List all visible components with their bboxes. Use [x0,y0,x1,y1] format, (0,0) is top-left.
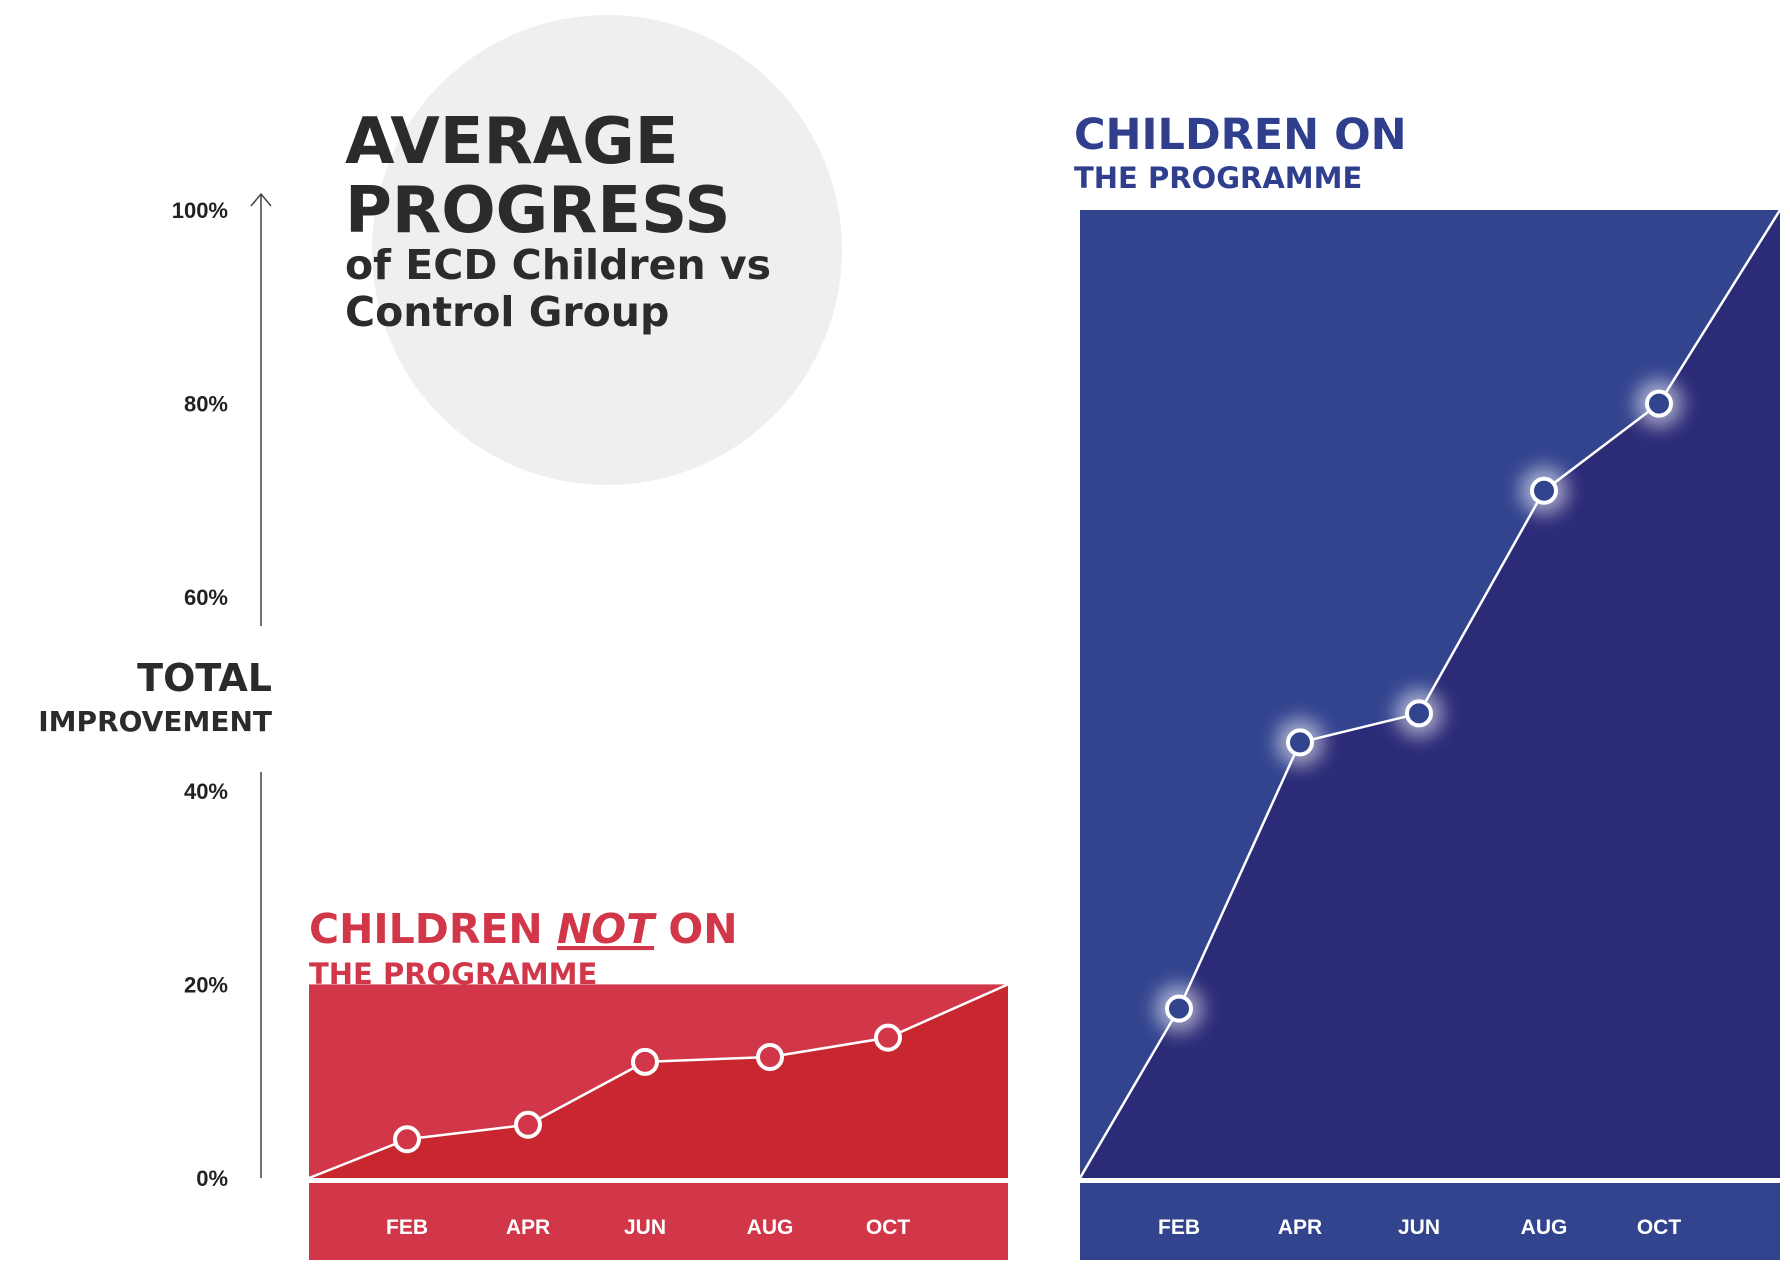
chart-control-group: CHILDREN NOT ON THE PROGRAMME FEB APR JUN A… [308,905,1009,1260]
title-background-circle [372,15,842,485]
programme-baseline-gap [1080,1178,1780,1183]
programme-data-point [1645,389,1673,418]
programme-month-strip [1080,1183,1780,1260]
title-line-3: of ECD Children vs [345,241,771,289]
programme-month-label: AUG [1521,1216,1568,1239]
control-data-point [514,1110,542,1139]
title-line-2: PROGRESS [345,174,730,248]
control-data-point [874,1023,902,1052]
programme-month-label: APR [1278,1216,1322,1239]
y-axis: 0% 20% 40% 60% 80% 100% TOTAL IMPROVEMENT [38,192,272,1191]
control-data-point [756,1043,784,1071]
programme-month-label: JUN [1398,1216,1440,1239]
chart-programme-group: CHILDREN ON THE PROGRAMME FEB APR JUN AUG OC… [1074,110,1782,1260]
y-axis-label-main: TOTAL [137,656,272,700]
programme-title-line-1: CHILDREN ON [1074,110,1407,160]
control-month-strip [309,1183,1008,1260]
control-title-emphasis: NOT [557,905,657,953]
control-month-label: APR [506,1216,550,1239]
title-line-4: Control Group [345,288,669,336]
control-month-label: JUN [624,1216,666,1239]
control-month-label: AUG [747,1216,794,1239]
programme-data-point [1405,699,1433,728]
y-tick-label: 40% [184,779,228,804]
control-data-point [631,1047,659,1076]
y-tick-label: 80% [184,392,228,417]
y-tick-label: 0% [196,1166,228,1191]
control-baseline-gap [309,1178,1008,1183]
control-month-label: OCT [866,1216,911,1239]
y-axis-arrow-icon [250,192,272,207]
title-line-1: AVERAGE [345,105,679,179]
control-title-line-1: CHILDREN NOT ON [309,905,738,953]
y-tick-label: 20% [184,972,228,997]
y-tick-label: 60% [184,585,228,610]
programme-title-line-2: THE PROGRAMME [1074,161,1362,195]
y-axis-label-sub: IMPROVEMENT [38,705,272,738]
programme-data-point [1165,994,1193,1023]
y-tick-label: 100% [172,198,228,223]
programme-data-point [1530,476,1558,505]
control-data-point [393,1125,421,1154]
control-month-label: FEB [386,1216,428,1239]
programme-month-label: OCT [1637,1216,1682,1239]
control-area-fill [309,984,1008,1178]
programme-month-label: FEB [1158,1216,1200,1239]
programme-data-point [1286,728,1314,757]
